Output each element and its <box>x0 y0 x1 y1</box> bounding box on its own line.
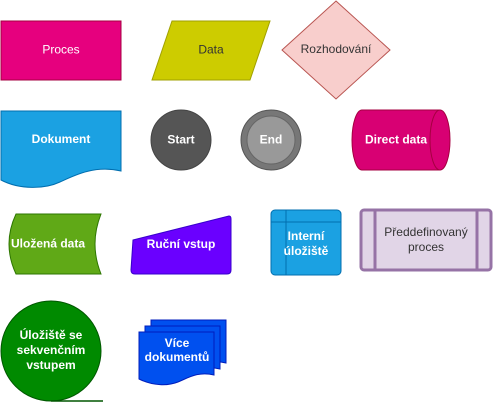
sequential-storage-label-line2: sekvenčním <box>17 343 86 357</box>
direct-data-shape[interactable]: Direct data <box>351 109 451 171</box>
direct-data-label: Direct data <box>365 133 427 147</box>
multiple-documents-shape[interactable]: Více dokumentů <box>138 319 227 386</box>
manual-input-label: Ruční vstup <box>147 237 216 251</box>
predefined-process-label-line1: Předdefinovaný <box>384 225 467 239</box>
document-label: Dokument <box>32 132 91 146</box>
multiple-documents-label-line2: dokumentů <box>145 350 210 364</box>
data-shape[interactable]: Data <box>151 20 271 81</box>
manual-input-shape[interactable]: Ruční vstup <box>130 215 232 275</box>
decision-shape[interactable]: Rozhodování <box>281 0 391 100</box>
sequential-storage-label-line3: vstupem <box>26 358 75 372</box>
document-shape[interactable]: Dokument <box>0 110 122 188</box>
end-label: End <box>260 133 283 147</box>
sequential-storage-shape[interactable]: Úložiště se sekvenčním vstupem <box>0 300 103 402</box>
stored-data-label: Uložená data <box>11 237 85 251</box>
end-shape[interactable]: End <box>240 109 302 171</box>
internal-storage-shape[interactable]: Interní úložiště <box>270 209 342 276</box>
data-label: Data <box>198 43 224 57</box>
predefined-process-shape[interactable]: Předdefinovaný proces <box>359 208 493 272</box>
predefined-process-label-line2: proces <box>408 240 444 254</box>
start-shape[interactable]: Start <box>150 109 212 171</box>
decision-label: Rozhodování <box>301 42 372 56</box>
internal-storage-label-line1: Interní <box>288 229 325 243</box>
multiple-documents-label-line1: Více <box>165 336 190 350</box>
process-shape[interactable]: Proces <box>0 20 122 81</box>
internal-storage-label-line2: úložiště <box>284 244 329 258</box>
process-label: Proces <box>42 43 79 57</box>
sequential-storage-label-line1: Úložiště se <box>20 327 83 342</box>
stored-data-shape[interactable]: Uložená data <box>8 213 102 275</box>
start-label: Start <box>167 133 194 147</box>
